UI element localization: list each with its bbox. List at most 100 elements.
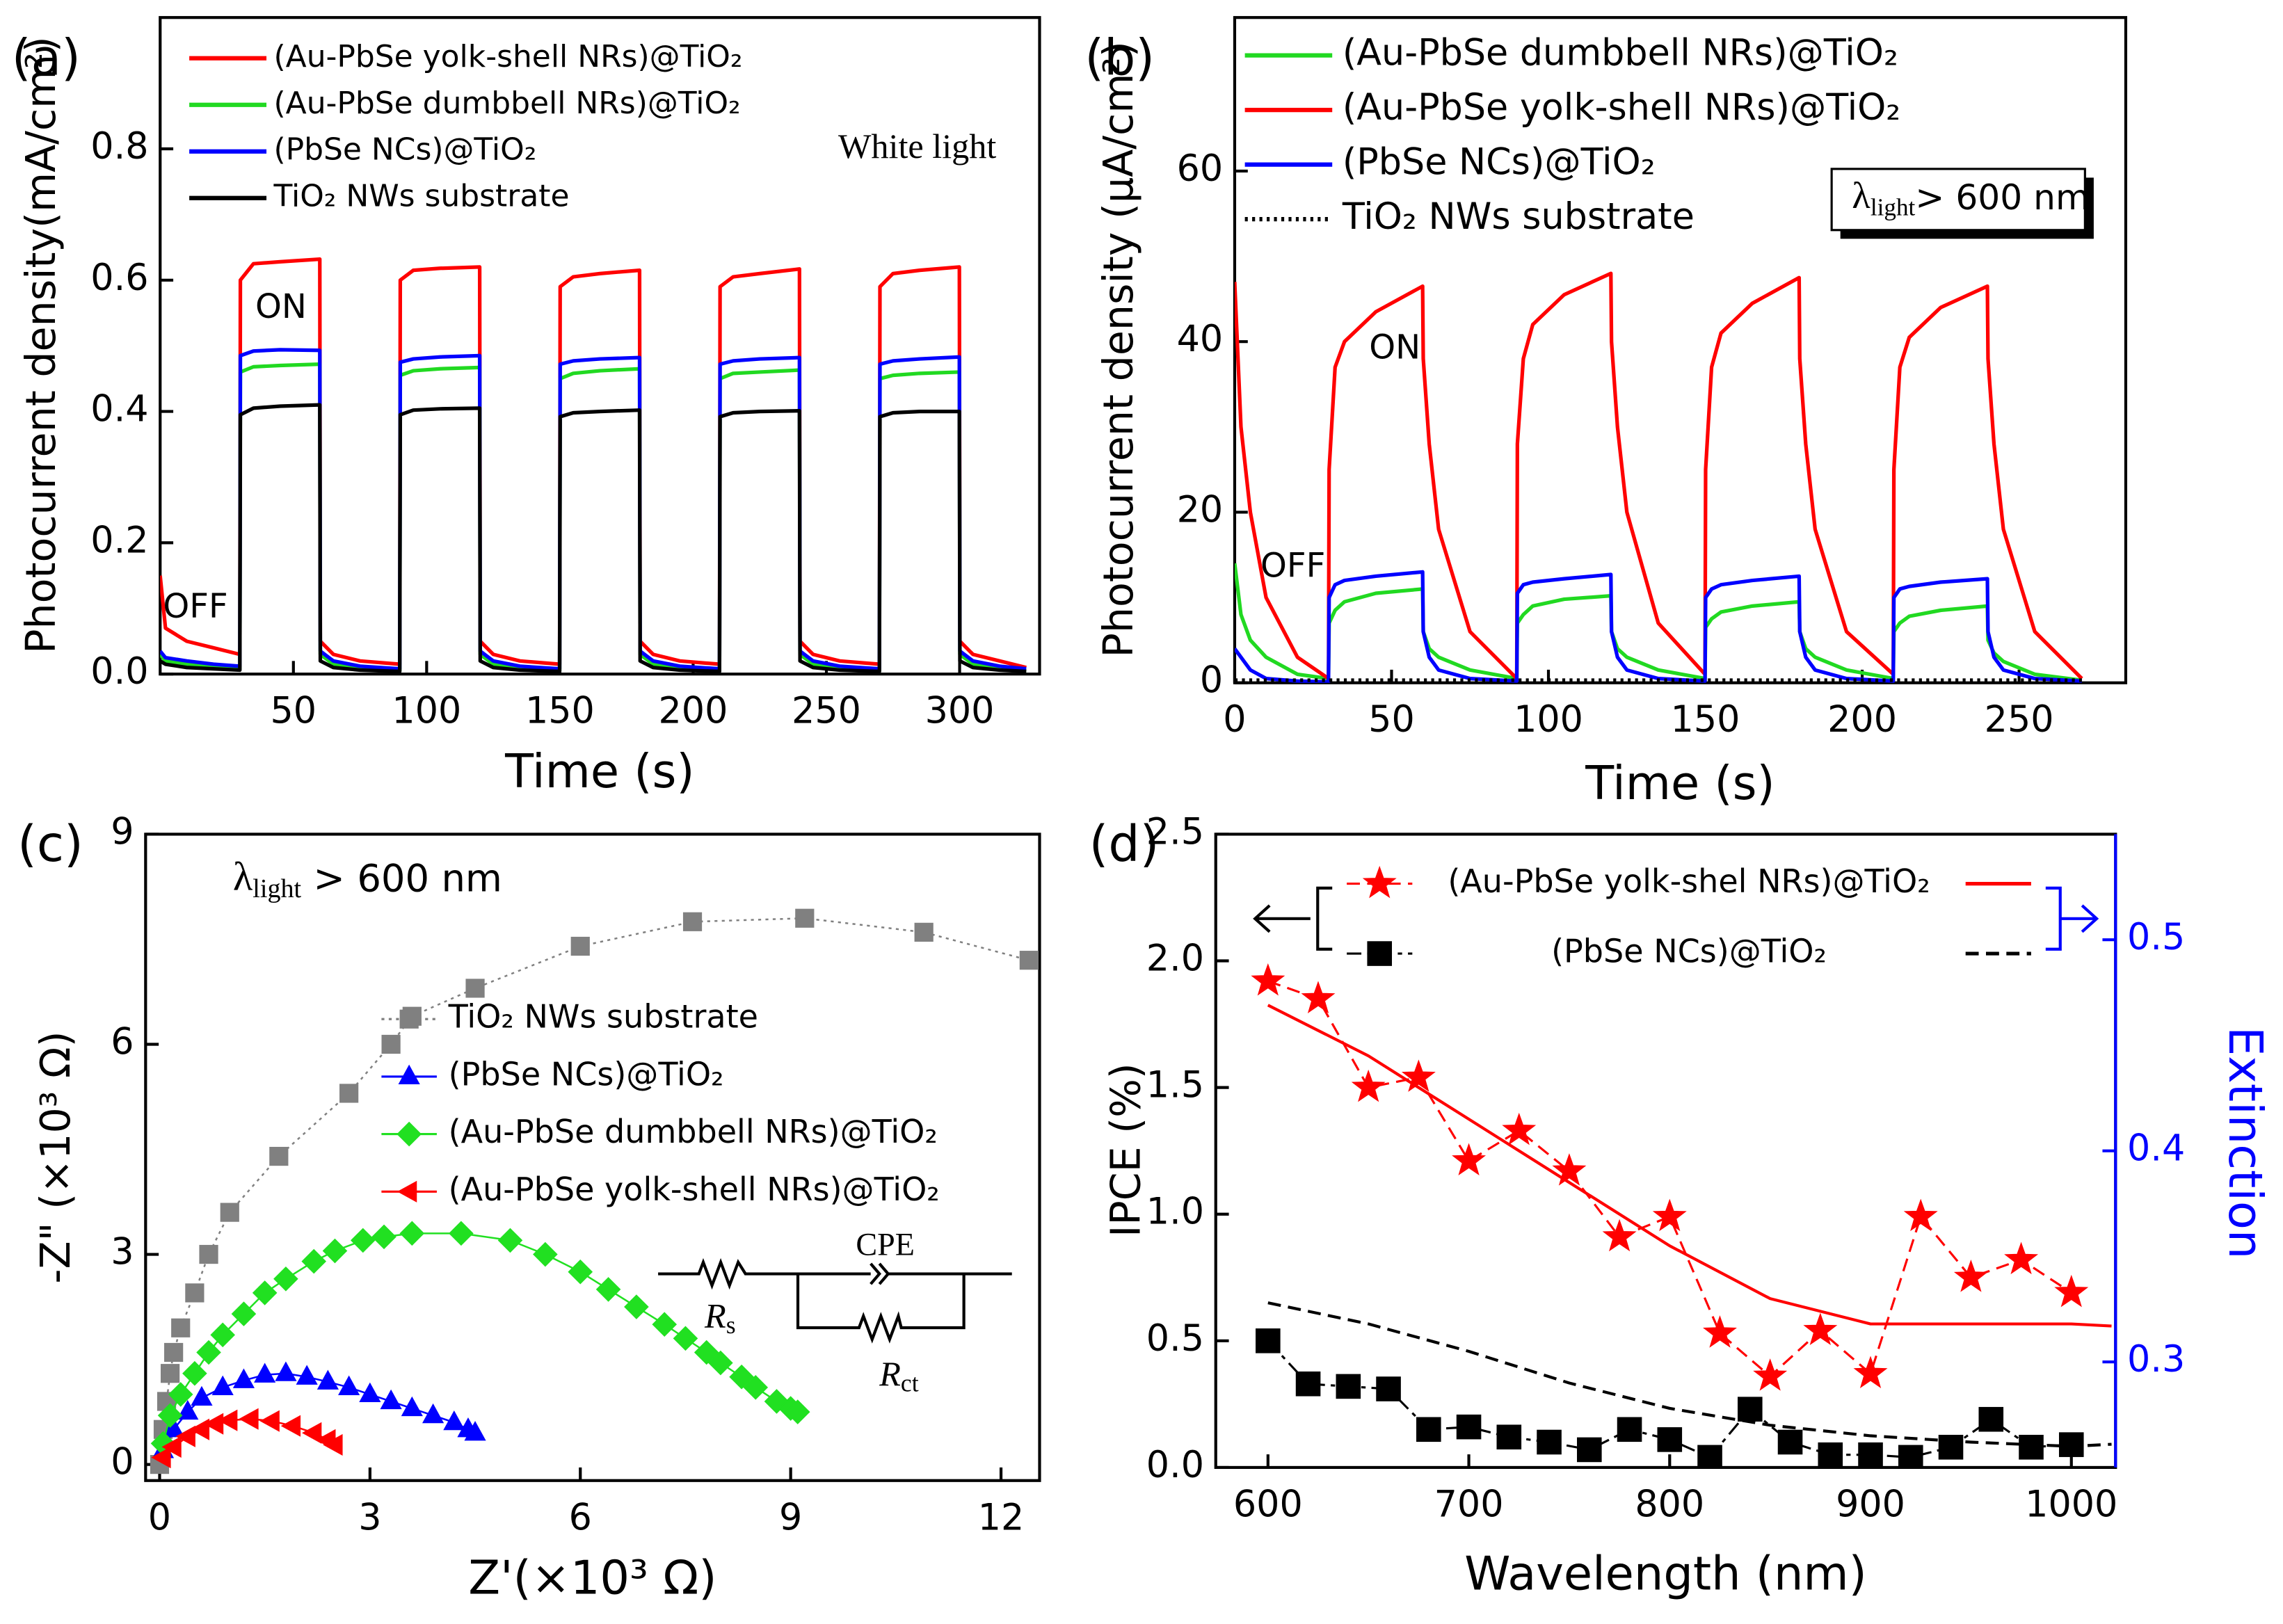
marker — [1256, 1328, 1281, 1353]
y-tick-label: 0.5 — [1146, 1317, 1204, 1360]
y2-tick-label: 0.5 — [2127, 916, 2185, 958]
marker — [1295, 1371, 1321, 1397]
panel-label: (c) — [17, 815, 83, 873]
lambda: λ — [233, 854, 253, 899]
marker — [1502, 1112, 1537, 1145]
marker — [185, 1283, 205, 1303]
marker — [682, 912, 703, 931]
marker — [164, 1342, 184, 1362]
y-tick-label: 0.6 — [90, 257, 148, 299]
marker — [1537, 1429, 1562, 1455]
x-axis-label: Z'(×10³ Ω) — [468, 1551, 716, 1605]
y-tick-label: 2.5 — [1146, 810, 1204, 853]
marker — [177, 1399, 199, 1420]
x-axis-label: Time (s) — [504, 744, 694, 798]
marker — [1652, 1198, 1687, 1232]
condition-rest: > 600 nm — [301, 856, 502, 901]
marker — [2054, 1274, 2089, 1308]
x-tick-label: 1000 — [2025, 1483, 2117, 1525]
subscript: s — [726, 1311, 736, 1339]
marker — [211, 1375, 234, 1395]
marker — [497, 1228, 523, 1253]
marker — [157, 1403, 183, 1428]
marker — [1803, 1312, 1838, 1346]
plot-frame — [144, 833, 1041, 1482]
y-tick-label: 3 — [111, 1231, 134, 1273]
marker — [1367, 941, 1393, 966]
legend-label: (Au-PbSe dumbbell NRs)@TiO₂ — [1343, 32, 1898, 74]
y2-axis-label: Extinction — [2218, 1027, 2273, 1259]
x-axis-label: Time (s) — [1585, 756, 1775, 810]
marker — [254, 1362, 276, 1383]
marker — [269, 1146, 289, 1166]
legend-label: (Au-PbSe dumbbell NRs)@TiO₂ — [449, 1113, 938, 1150]
marker — [422, 1403, 444, 1424]
marker — [2019, 1434, 2044, 1460]
series-line — [1267, 1301, 2112, 1448]
series-line — [1234, 563, 2083, 682]
legend: TiO₂ NWs substrate (PbSe NCs)@TiO₂ (Au-PbS… — [381, 998, 940, 1208]
series-line — [1267, 1340, 2072, 1458]
x-tick-label: 3 — [358, 1496, 381, 1538]
resistor-symbol: R — [879, 1354, 901, 1393]
marker — [280, 1415, 301, 1437]
marker — [259, 1410, 280, 1432]
marker — [624, 1294, 649, 1319]
marker — [1898, 1445, 1923, 1468]
legend-label: (PbSe NCs)@TiO₂ — [1343, 141, 1656, 184]
series-line — [1234, 271, 2083, 681]
y-axis-label: -Z" (×10³ Ω) — [32, 1031, 79, 1284]
marker — [338, 1375, 360, 1395]
y-tick-label: 2.0 — [1146, 938, 1204, 980]
marker — [570, 936, 590, 956]
panel: 0 3 6 9 12 0 3 6 9 (c) Z'(×10³ Ω) -Z" (×10³ Ω) TiO₂ … — [17, 810, 1041, 1605]
marker — [161, 1436, 182, 1458]
y-tick-label: 6 — [111, 1020, 134, 1063]
marker — [231, 1301, 257, 1326]
marker — [171, 1318, 191, 1337]
circuit-label: CPE — [856, 1226, 914, 1262]
y-tick-label: 1.5 — [1146, 1064, 1204, 1107]
marker — [196, 1340, 221, 1365]
marker — [1416, 1417, 1441, 1442]
y-tick-label: 0.8 — [90, 125, 148, 168]
annotation: ON — [255, 287, 307, 326]
marker — [1496, 1424, 1522, 1450]
panel: 50 100 150 200 250 300 0.0 0.2 0.4 0.6 0.8(a) Time … — [12, 16, 1041, 798]
legend-label: (Au-PbSe dumbbell NRs)@TiO₂ — [274, 86, 741, 121]
marker — [1617, 1417, 1642, 1442]
marker — [399, 1221, 425, 1246]
marker — [1953, 1260, 1988, 1292]
lambda: λ — [1852, 175, 1871, 216]
marker — [795, 908, 815, 928]
panel: 0 50 100 150 200 250 0 20 40 60 (b) Time (s) Photocu… — [1084, 16, 2128, 810]
marker — [1336, 1374, 1361, 1399]
marker — [401, 1396, 423, 1417]
y-tick-label: 0 — [111, 1441, 134, 1484]
marker — [465, 979, 485, 998]
marker — [301, 1248, 327, 1274]
marker — [296, 1365, 318, 1385]
marker — [595, 1277, 621, 1302]
condition-box — [1830, 168, 2086, 232]
marker — [175, 1425, 195, 1447]
x-tick-label: 200 — [659, 690, 728, 732]
y-tick-label: 60 — [1177, 147, 1224, 190]
marker — [1452, 1143, 1487, 1176]
data-area — [1234, 271, 2083, 683]
left-bracket — [1253, 886, 1333, 951]
marker — [1602, 1219, 1637, 1252]
y-axis-label: IPCE (%) — [1102, 1063, 1149, 1237]
x-tick-label: 12 — [978, 1496, 1025, 1538]
marker — [380, 1389, 402, 1410]
marker — [239, 1408, 259, 1430]
legend-label: (PbSe NCs)@TiO₂ — [274, 132, 537, 168]
marker — [1737, 1397, 1763, 1422]
marker — [396, 1121, 422, 1147]
marker — [317, 1369, 339, 1390]
annotation: OFF — [1260, 546, 1325, 585]
series-line — [1234, 570, 2082, 683]
marker — [1903, 1198, 1938, 1232]
marker — [1456, 1414, 1482, 1440]
